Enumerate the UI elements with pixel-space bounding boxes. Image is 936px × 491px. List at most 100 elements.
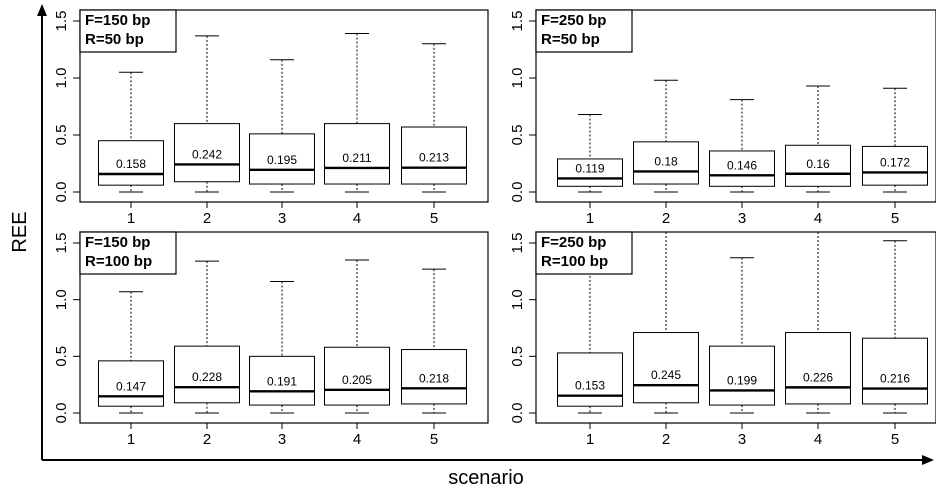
y-tick-label: 0.0 — [53, 182, 70, 203]
x-tick-label: 5 — [430, 210, 438, 227]
iqr-box — [785, 144, 851, 187]
panel-3: 0.0 0.5 1.0 1.5 1 2 3 4 5 0.147 0.228 0.191 0.205 0.2… — [53, 231, 489, 448]
panel-2: 0.0 0.5 1.0 1.5 1 2 3 4 5 0.119 0.18 0.146 0.16 0.172… — [509, 9, 936, 227]
iqr-box — [557, 158, 623, 187]
legend-box — [79, 231, 177, 275]
median-value-label: 0.228 — [192, 370, 222, 384]
y-tick-label: 1.0 — [53, 289, 70, 310]
legend-box — [79, 9, 177, 53]
x-tick-label: 3 — [278, 210, 286, 227]
legend-text: F=150 bp — [85, 12, 150, 29]
iqr-box — [633, 141, 699, 185]
iqr-box — [174, 123, 240, 183]
median-value-label: 0.226 — [803, 370, 833, 384]
panels-group: 0.0 0.5 1.0 1.5 1 2 3 4 5 0.158 0.242 0.195 0.211 0.2… — [53, 9, 936, 448]
x-tick-label: 2 — [662, 210, 670, 227]
y-tick-label: 0.5 — [53, 346, 70, 367]
median-value-label: 0.199 — [727, 373, 757, 387]
legend-text: R=100 bp — [85, 253, 152, 270]
median-value-label: 0.158 — [116, 157, 146, 171]
legend-box — [535, 9, 633, 53]
panel-frame — [535, 231, 936, 424]
x-tick-label: 3 — [278, 431, 286, 448]
figure-x-title: scenario — [448, 467, 524, 489]
x-tick-label: 5 — [430, 431, 438, 448]
y-tick-label: 1.5 — [53, 233, 70, 254]
panel-frame — [79, 9, 489, 203]
y-tick-label: 0.0 — [509, 403, 526, 424]
median-value-label: 0.146 — [727, 158, 757, 172]
panel-frame — [535, 9, 936, 203]
median-value-label: 0.242 — [192, 147, 222, 161]
iqr-box — [785, 332, 851, 405]
x-tick-label: 4 — [353, 431, 361, 448]
panel-4: 0.0 0.5 1.0 1.5 1 2 3 4 5 0.153 0.245 0.199 0.226 0.2… — [509, 231, 936, 448]
iqr-box — [557, 352, 623, 407]
median-value-label: 0.205 — [342, 373, 372, 387]
y-tick-label: 0.0 — [53, 403, 70, 424]
iqr-box — [98, 360, 164, 407]
y-tick-label: 1.0 — [509, 289, 526, 310]
y-tick-label: 1.5 — [53, 11, 70, 32]
median-value-label: 0.191 — [267, 374, 297, 388]
x-tick-label: 4 — [353, 210, 361, 227]
iqr-box — [324, 123, 390, 185]
iqr-box — [98, 140, 164, 186]
iqr-box — [249, 133, 315, 185]
iqr-box — [709, 345, 775, 406]
x-tick-label: 3 — [738, 431, 746, 448]
legend-text: F=250 bp — [541, 12, 606, 29]
iqr-box — [401, 126, 467, 185]
median-value-label: 0.18 — [654, 154, 678, 168]
x-tick-label: 2 — [662, 431, 670, 448]
legend-text: R=50 bp — [541, 31, 600, 48]
y-tick-label: 1.5 — [509, 11, 526, 32]
iqr-box — [249, 355, 315, 406]
median-value-label: 0.216 — [880, 372, 910, 386]
x-tick-label: 3 — [738, 210, 746, 227]
y-tick-label: 1.0 — [509, 68, 526, 89]
iqr-box — [633, 332, 699, 404]
iqr-box — [862, 145, 928, 186]
median-value-label: 0.16 — [806, 157, 830, 171]
y-tick-label: 0.0 — [509, 182, 526, 203]
median-value-label: 0.172 — [880, 155, 910, 169]
x-tick-label: 2 — [203, 210, 211, 227]
iqr-box — [709, 150, 775, 187]
legend-text: R=50 bp — [85, 31, 144, 48]
y-tick-label: 1.0 — [53, 68, 70, 89]
median-value-label: 0.245 — [651, 368, 681, 382]
x-tick-label: 4 — [814, 210, 822, 227]
legend-text: F=150 bp — [85, 234, 150, 251]
x-tick-label: 5 — [891, 431, 899, 448]
x-tick-label: 1 — [127, 431, 135, 448]
legend-text: R=100 bp — [541, 253, 608, 270]
panel-1: 0.0 0.5 1.0 1.5 1 2 3 4 5 0.158 0.242 0.195 0.211 0.2… — [53, 9, 489, 227]
y-tick-label: 0.5 — [509, 125, 526, 146]
panel-frame — [79, 231, 489, 424]
iqr-box — [401, 349, 467, 405]
x-tick-label: 2 — [203, 431, 211, 448]
iqr-box — [174, 345, 240, 404]
legend-text: F=250 bp — [541, 234, 606, 251]
x-tick-label: 1 — [586, 431, 594, 448]
y-tick-label: 0.5 — [53, 125, 70, 146]
x-tick-label: 1 — [127, 210, 135, 227]
x-tick-label: 5 — [891, 210, 899, 227]
legend-box — [535, 231, 633, 275]
figure-y-title: REE — [9, 211, 31, 252]
median-value-label: 0.119 — [575, 161, 604, 175]
median-value-label: 0.195 — [267, 153, 297, 167]
iqr-box — [862, 337, 928, 405]
iqr-box — [324, 346, 390, 406]
median-value-label: 0.153 — [575, 379, 605, 393]
y-tick-label: 0.5 — [509, 346, 526, 367]
median-value-label: 0.218 — [419, 371, 449, 385]
y-tick-label: 1.5 — [509, 233, 526, 254]
median-value-label: 0.147 — [116, 379, 146, 393]
median-value-label: 0.211 — [342, 151, 371, 165]
x-tick-label: 1 — [586, 210, 594, 227]
median-value-label: 0.213 — [419, 151, 449, 165]
x-tick-label: 4 — [814, 431, 822, 448]
